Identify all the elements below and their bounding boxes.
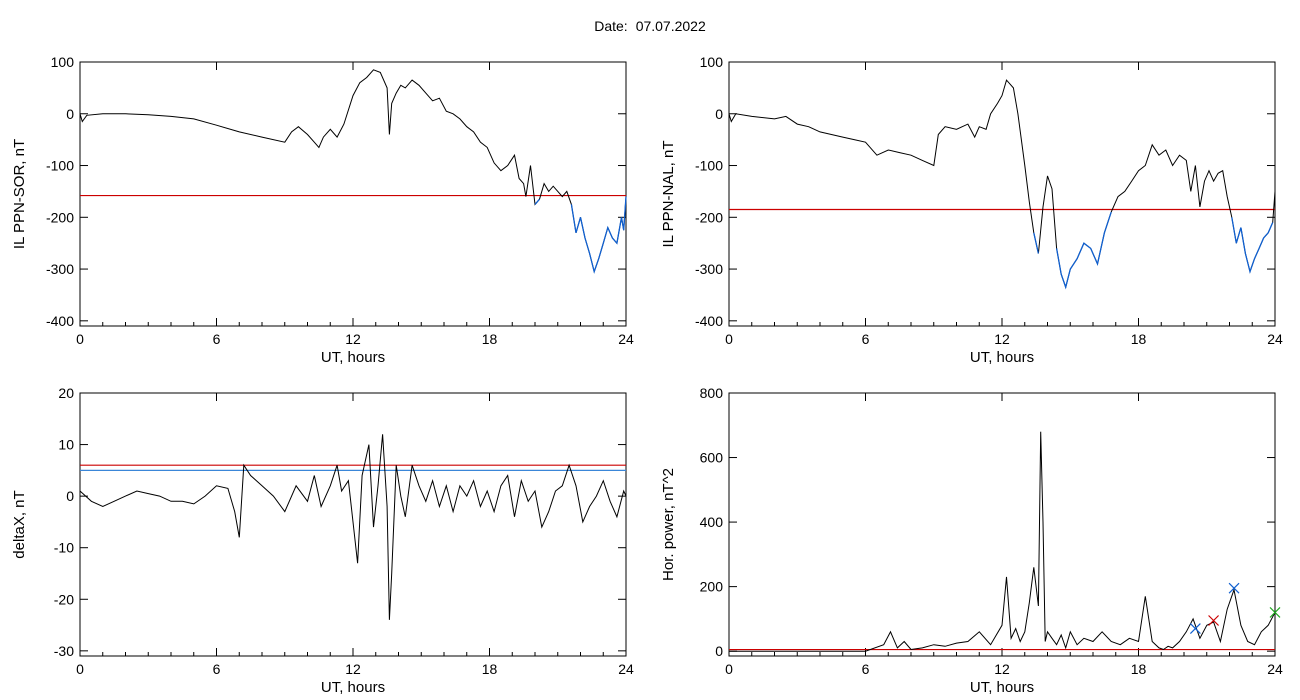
p3-x-tick-label: 6 bbox=[213, 661, 221, 677]
p1-x-axis-label: UT, hours bbox=[321, 349, 385, 366]
p4-y-axis-label: Hor. power, nT^2 bbox=[660, 468, 677, 581]
p2-y-tick-label: -400 bbox=[695, 313, 723, 329]
p3-y-tick-label: 0 bbox=[66, 488, 74, 504]
p4-y-tick-label: 800 bbox=[700, 385, 724, 401]
p1-y-tick-label: -400 bbox=[46, 313, 74, 329]
p1-x-tick-label: 0 bbox=[76, 331, 84, 347]
p3-x-axis-label: UT, hours bbox=[321, 679, 385, 696]
p3-y-tick-label: -30 bbox=[54, 643, 74, 659]
p2-y-tick-label: 100 bbox=[700, 54, 724, 70]
p1-x-tick-label: 6 bbox=[213, 331, 221, 347]
p2-y-axis-label: IL PPN-NAL, nT bbox=[660, 141, 677, 248]
p1-series-line bbox=[79, 69, 627, 274]
p3-y-axis-label: deltaX, nT bbox=[11, 490, 28, 558]
p4-series-line bbox=[729, 431, 1276, 652]
p3-y-tick-label: -10 bbox=[54, 540, 74, 556]
p3-x-tick-label: 0 bbox=[76, 661, 84, 677]
p4-y-tick-label: 600 bbox=[700, 450, 724, 466]
p1-below-threshold-segment bbox=[534, 198, 540, 205]
page-title: Date: 07.07.2022 bbox=[0, 18, 1300, 34]
p4-y-tick-label: 0 bbox=[715, 643, 723, 659]
p4-x-tick-label: 6 bbox=[862, 661, 870, 677]
p4-x-axis-label: UT, hours bbox=[970, 679, 1034, 696]
p4-x-tick-label: 18 bbox=[1131, 661, 1147, 677]
p1-y-tick-label: -300 bbox=[46, 261, 74, 277]
p3-y-tick-label: 20 bbox=[58, 385, 74, 401]
p4-event-marker bbox=[1269, 607, 1281, 618]
p1-y-tick-label: 100 bbox=[51, 54, 75, 70]
p1-plot-frame bbox=[79, 61, 627, 327]
p2-x-tick-label: 6 bbox=[862, 331, 870, 347]
p2-y-tick-label: -300 bbox=[695, 261, 723, 277]
p1-y-tick-label: -100 bbox=[46, 158, 74, 174]
date-label: Date: bbox=[594, 18, 628, 34]
p4-x-tick-label: 24 bbox=[1267, 661, 1283, 677]
p1-y-tick-label: -200 bbox=[46, 209, 74, 225]
p2-y-tick-label: -200 bbox=[695, 209, 723, 225]
p1-y-axis-label: IL PPN-SOR, nT bbox=[11, 139, 28, 249]
p2-x-tick-label: 0 bbox=[725, 331, 733, 347]
p2-x-axis-label: UT, hours bbox=[970, 349, 1034, 366]
p2-plot-frame bbox=[728, 61, 1276, 327]
p1-y-tick-label: 0 bbox=[66, 106, 74, 122]
p2-below-threshold-segment bbox=[1231, 217, 1274, 274]
p2-series-line bbox=[728, 79, 1276, 289]
p2-below-threshold-segment bbox=[1033, 232, 1040, 254]
p2-x-tick-label: 12 bbox=[994, 331, 1010, 347]
p2-y-tick-label: -100 bbox=[695, 158, 723, 174]
p4-event-marker bbox=[1189, 623, 1201, 634]
p3-y-tick-label: -20 bbox=[54, 591, 74, 607]
p1-x-tick-label: 18 bbox=[482, 331, 498, 347]
p2-x-tick-label: 18 bbox=[1131, 331, 1147, 347]
p4-y-tick-label: 200 bbox=[700, 579, 724, 595]
p2-x-tick-label: 24 bbox=[1267, 331, 1283, 347]
p3-x-tick-label: 24 bbox=[618, 661, 634, 677]
p4-event-marker bbox=[1228, 582, 1240, 594]
p3-x-tick-label: 12 bbox=[345, 661, 361, 677]
p4-x-tick-label: 12 bbox=[994, 661, 1010, 677]
p3-x-tick-label: 18 bbox=[482, 661, 498, 677]
p3-y-tick-label: 10 bbox=[58, 437, 74, 453]
p1-below-threshold-segment bbox=[570, 196, 627, 274]
p2-below-threshold-segment bbox=[1055, 211, 1112, 290]
p2-y-tick-label: 0 bbox=[715, 106, 723, 122]
p1-x-tick-label: 24 bbox=[618, 331, 634, 347]
p4-event-marker bbox=[1208, 615, 1219, 626]
p4-plot-frame bbox=[728, 392, 1276, 657]
date-value: 07.07.2022 bbox=[635, 18, 706, 34]
p4-y-tick-label: 400 bbox=[700, 514, 724, 530]
p1-x-tick-label: 12 bbox=[345, 331, 361, 347]
p4-x-tick-label: 0 bbox=[725, 661, 733, 677]
p3-series-line bbox=[79, 434, 627, 620]
